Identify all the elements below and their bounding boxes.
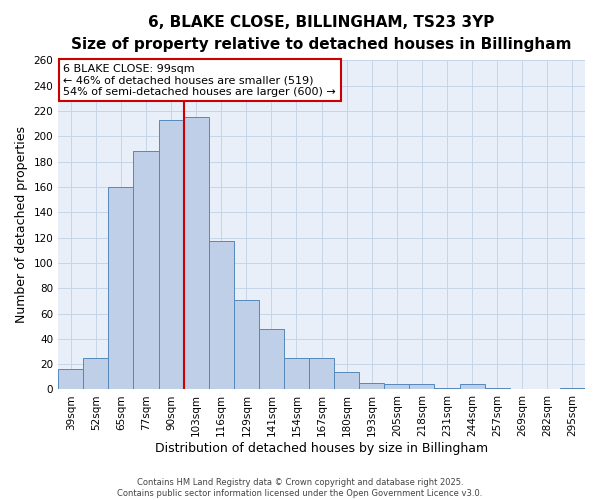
Bar: [434, 388, 460, 390]
Bar: [109, 187, 133, 390]
Title: 6, BLAKE CLOSE, BILLINGHAM, TS23 3YP
Size of property relative to detached house: 6, BLAKE CLOSE, BILLINGHAM, TS23 3YP Siz…: [71, 15, 572, 52]
Text: 6 BLAKE CLOSE: 99sqm
← 46% of detached houses are smaller (519)
54% of semi-deta: 6 BLAKE CLOSE: 99sqm ← 46% of detached h…: [64, 64, 336, 97]
Bar: [334, 372, 359, 390]
Bar: [359, 383, 385, 390]
Bar: [560, 388, 585, 390]
Bar: [184, 118, 209, 390]
X-axis label: Distribution of detached houses by size in Billingham: Distribution of detached houses by size …: [155, 442, 488, 455]
Bar: [409, 384, 434, 390]
Y-axis label: Number of detached properties: Number of detached properties: [15, 126, 28, 324]
Bar: [284, 358, 309, 390]
Bar: [259, 328, 284, 390]
Bar: [133, 152, 158, 390]
Bar: [309, 358, 334, 390]
Bar: [58, 369, 83, 390]
Text: Contains HM Land Registry data © Crown copyright and database right 2025.
Contai: Contains HM Land Registry data © Crown c…: [118, 478, 482, 498]
Bar: [83, 358, 109, 390]
Bar: [234, 300, 259, 390]
Bar: [209, 242, 234, 390]
Bar: [385, 384, 409, 390]
Bar: [158, 120, 184, 390]
Bar: [460, 384, 485, 390]
Bar: [485, 388, 510, 390]
